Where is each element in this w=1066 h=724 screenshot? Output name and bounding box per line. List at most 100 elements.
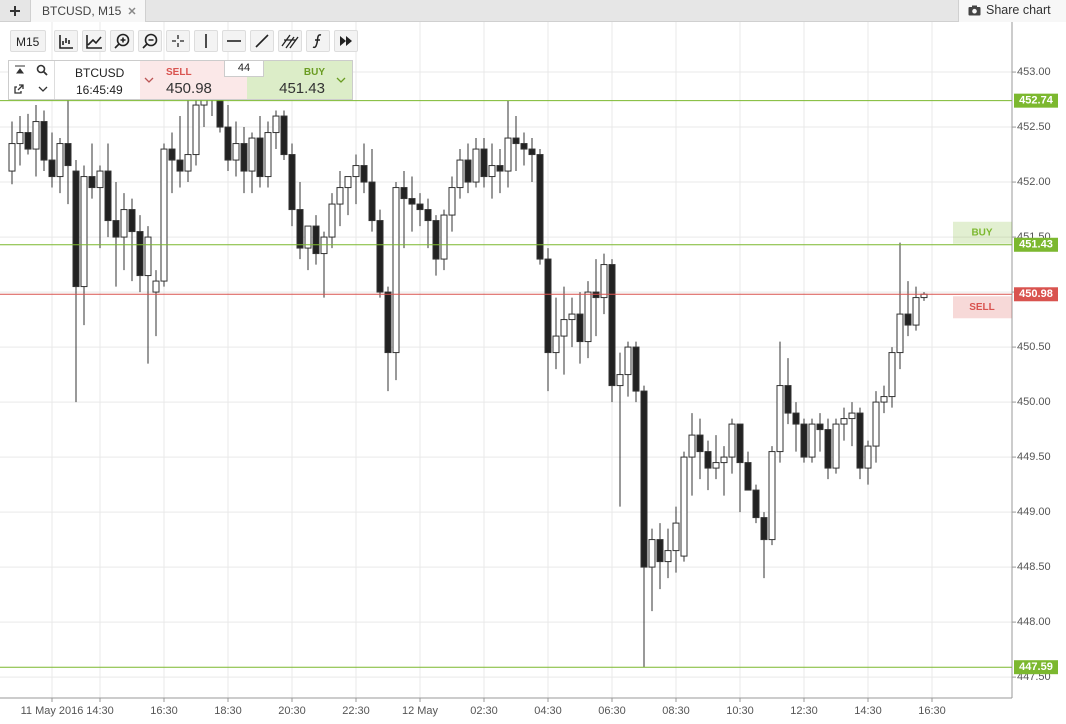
icon <box>86 35 102 49</box>
candle-body <box>784 385 792 414</box>
candle-body <box>304 225 312 249</box>
candle-body <box>416 203 424 211</box>
candle-body <box>616 374 624 387</box>
chart-tab[interactable]: BTCUSD, M15 <box>30 0 146 22</box>
close-tab[interactable] <box>128 7 136 15</box>
sell-label: SELL <box>166 67 192 78</box>
tab-bar: BTCUSD, M15 Share chart <box>0 0 1066 22</box>
candle-body <box>240 143 248 172</box>
candle-body <box>512 137 520 145</box>
candle-body <box>440 214 448 260</box>
x-tick-label: 06:30 <box>598 705 626 717</box>
candle-body <box>600 264 608 299</box>
candle-body <box>496 165 504 172</box>
search-icon[interactable] <box>36 64 48 76</box>
candle-body <box>744 462 752 491</box>
candle-body <box>648 539 656 568</box>
candle-body <box>272 115 280 134</box>
candle-body <box>320 236 328 255</box>
dropdown-icon <box>336 77 346 83</box>
x-tick-label: 11 May 2016 <box>21 705 84 717</box>
candle-body <box>408 198 416 205</box>
candle-body <box>544 258 552 354</box>
level-tag-label: BUY <box>971 227 992 238</box>
indicator-button[interactable] <box>82 30 106 52</box>
candle-body <box>488 165 496 178</box>
candle-body <box>56 143 64 178</box>
candle-body <box>424 209 432 222</box>
popout-icon[interactable] <box>13 83 25 95</box>
candle-body <box>48 159 56 178</box>
channel-button[interactable] <box>278 30 302 52</box>
candle-body <box>328 203 336 238</box>
level-tag-label: SELL <box>969 302 995 313</box>
candle-body <box>856 412 864 469</box>
icon <box>255 34 269 48</box>
interval-button[interactable]: M15 <box>10 30 46 52</box>
candle-body <box>120 209 128 238</box>
candle-body <box>568 313 576 321</box>
candle-body <box>296 209 304 249</box>
hline-button[interactable] <box>222 30 246 52</box>
candle-body <box>144 236 152 277</box>
chart-type-button[interactable] <box>54 30 78 52</box>
candle-body <box>736 423 744 464</box>
share-label: Share chart <box>986 3 1051 17</box>
candle-body <box>576 313 584 343</box>
candle-body <box>704 451 712 469</box>
x-tick-label: 04:30 <box>534 705 562 717</box>
dropdown-icon[interactable] <box>38 85 48 93</box>
icon <box>281 34 299 49</box>
panel-tools <box>9 61 55 99</box>
level-label-box <box>1014 93 1058 108</box>
candle-body <box>752 489 760 519</box>
add-tab[interactable] <box>9 5 21 17</box>
candle-body <box>720 456 728 464</box>
candle-body <box>656 539 664 563</box>
candle-body <box>192 104 200 156</box>
level-label: 452.74 <box>1019 95 1054 107</box>
crosshair-button[interactable] <box>166 30 190 52</box>
candle-body <box>8 143 16 172</box>
share-button[interactable]: Share chart <box>958 0 1066 22</box>
candle-body <box>560 319 568 337</box>
zoom-out-button[interactable] <box>138 30 162 52</box>
trendline-button[interactable] <box>250 30 274 52</box>
candle-body <box>528 148 536 156</box>
x-tick-label: 12:30 <box>790 705 818 717</box>
symbol: BTCUSD <box>75 66 125 80</box>
x-tick-label: 22:30 <box>342 705 370 717</box>
icon <box>59 35 73 49</box>
vline-button[interactable] <box>194 30 218 52</box>
zoom-in-button[interactable] <box>110 30 134 52</box>
x-tick-label: 18:30 <box>214 705 242 717</box>
icon <box>227 40 241 42</box>
function-button[interactable] <box>306 30 330 52</box>
more-button[interactable] <box>334 30 358 52</box>
candle-body <box>760 517 768 541</box>
x-tick-label: 10:30 <box>726 705 754 717</box>
candle-body <box>312 225 320 255</box>
x-tick-label: 16:30 <box>918 705 946 717</box>
candle-body <box>480 148 488 178</box>
icon <box>312 34 322 49</box>
collapse-icon[interactable] <box>13 64 27 76</box>
candle-body <box>816 423 824 431</box>
tab-title: BTCUSD, M15 <box>42 4 122 18</box>
candle-body <box>880 396 888 403</box>
level-tag <box>953 221 1012 244</box>
candle-body <box>400 187 408 200</box>
y-tick-label: 448.50 <box>1017 561 1051 573</box>
buy-price: 451.43 <box>279 80 325 97</box>
candle-body <box>336 187 344 205</box>
candle-body <box>40 121 48 161</box>
candle-body <box>824 429 832 469</box>
x-tick-label: 02:30 <box>470 705 498 717</box>
candle-body <box>160 148 168 282</box>
candle-body <box>680 456 688 557</box>
candle-body <box>776 385 784 453</box>
buy-box[interactable]: BUY 451.43 <box>247 61 352 99</box>
x-tick-label: 12 May <box>402 705 439 717</box>
candle-body <box>368 181 376 222</box>
